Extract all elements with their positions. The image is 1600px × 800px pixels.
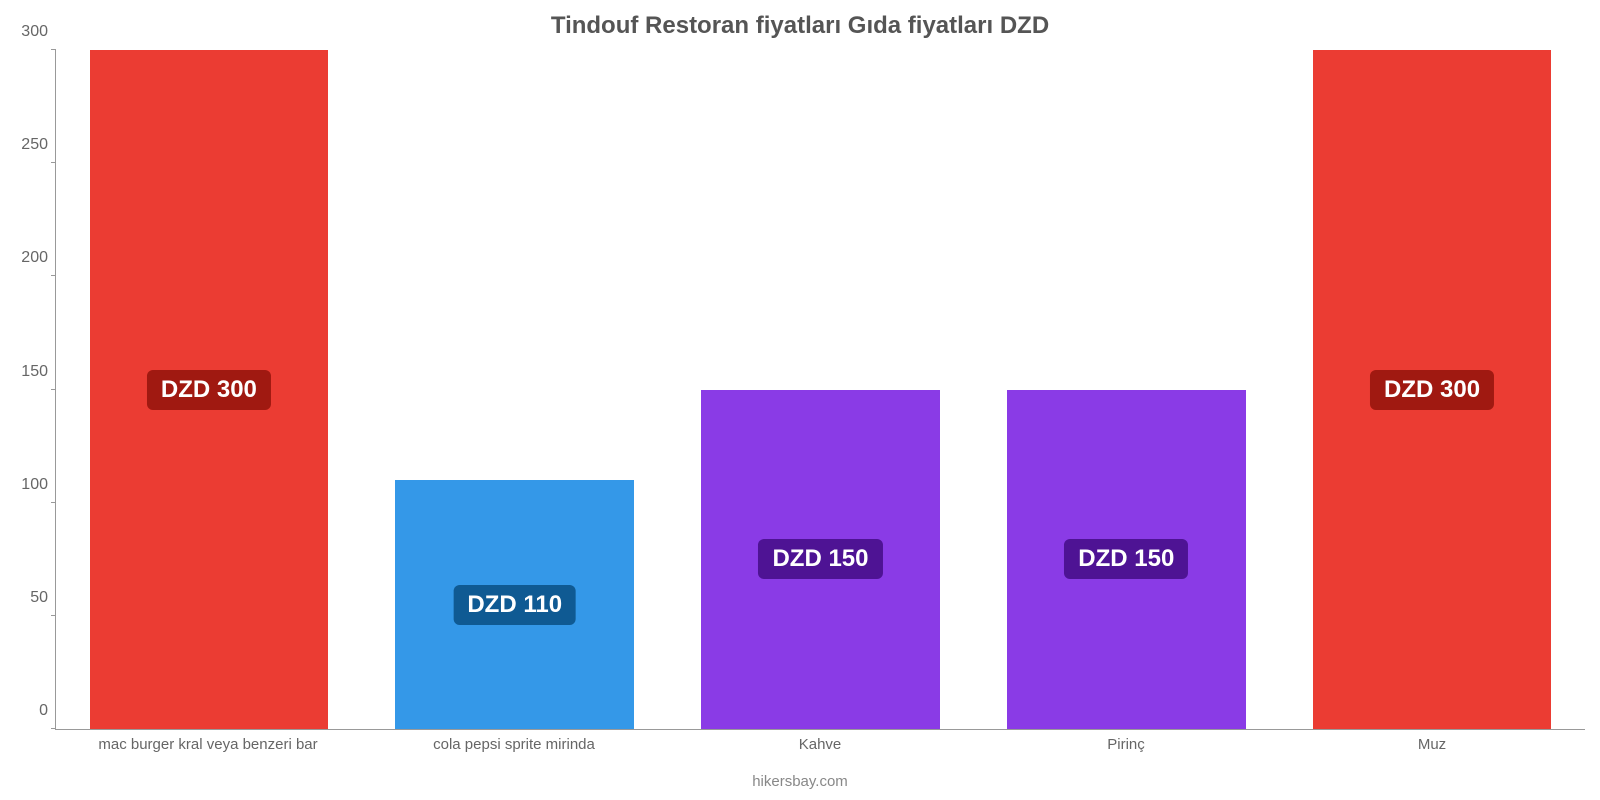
bar-mac-burger: DZD 300 (90, 50, 329, 729)
y-tick-label: 200 (21, 249, 56, 267)
bar-value-badge: DZD 150 (1064, 539, 1188, 579)
y-tick-label: 0 (39, 702, 56, 720)
bar-kahve: DZD 150 (701, 390, 940, 730)
bar-slot: DZD 300 (56, 50, 362, 729)
bar-value-badge: DZD 110 (453, 585, 576, 625)
bar-pirinc: DZD 150 (1007, 390, 1246, 730)
bar-slot: DZD 150 (668, 50, 974, 729)
plot-area: 0 50 100 150 200 250 300 DZD 300 DZD 110 (55, 50, 1585, 730)
bar-value-badge: DZD 150 (758, 539, 882, 579)
y-tick-label: 300 (21, 23, 56, 41)
bar-slot: DZD 300 (1279, 50, 1585, 729)
bar-cola: DZD 110 (395, 480, 634, 729)
bar-slot: DZD 150 (973, 50, 1279, 729)
bar-muz: DZD 300 (1313, 50, 1552, 729)
bar-value-badge: DZD 300 (1370, 370, 1494, 410)
x-label: mac burger kral veya benzeri bar (55, 732, 361, 757)
bar-slot: DZD 110 (362, 50, 668, 729)
attribution-text: hikersbay.com (0, 773, 1600, 790)
bars-row: DZD 300 DZD 110 DZD 150 DZD 150 (56, 50, 1585, 729)
y-tick-label: 150 (21, 363, 56, 381)
bar-value-badge: DZD 300 (147, 370, 271, 410)
x-label: Kahve (667, 732, 973, 757)
chart-title: Tindouf Restoran fiyatları Gıda fiyatlar… (0, 0, 1600, 48)
x-label: Muz (1279, 732, 1585, 757)
x-label: cola pepsi sprite mirinda (361, 732, 667, 757)
chart-container: 0 50 100 150 200 250 300 DZD 300 DZD 110 (55, 50, 1585, 730)
x-labels-row: mac burger kral veya benzeri bar cola pe… (55, 732, 1585, 757)
y-tick-label: 250 (21, 136, 56, 154)
y-tick-label: 100 (21, 476, 56, 494)
x-label: Pirinç (973, 732, 1279, 757)
y-tick-label: 50 (30, 589, 56, 607)
